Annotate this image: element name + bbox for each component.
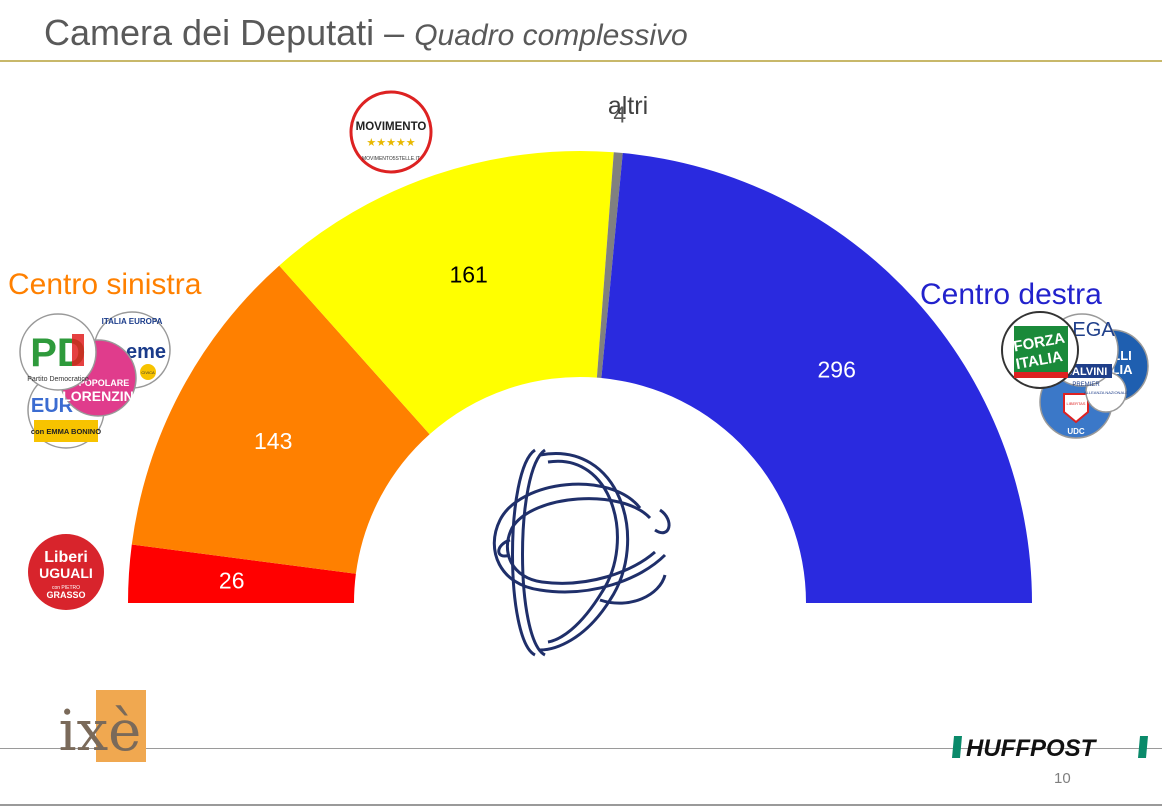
piu-europa-logo-text: EUR bbox=[31, 395, 74, 417]
leu-line4: GRASSO bbox=[46, 590, 85, 600]
leu-line2: UGUALI bbox=[39, 565, 93, 581]
segment-value-3: 4 bbox=[613, 102, 626, 128]
popolare-logo-text: POPOLARE bbox=[79, 378, 130, 388]
huffpost-logo-icon: HUFFPOST bbox=[952, 735, 1148, 760]
piu-europa-logo-sub: con EMMA BONINO bbox=[31, 427, 101, 436]
segment-3 bbox=[596, 152, 623, 379]
udc-logo-text: LIBERTAS bbox=[1067, 401, 1086, 406]
italia-europa-logo-main: eme bbox=[126, 341, 166, 363]
title-subtitle: Quadro complessivo bbox=[414, 19, 688, 52]
footer-divider-bottom bbox=[0, 804, 1162, 806]
segment-2 bbox=[279, 151, 614, 435]
m5s-logo-sub: MOVIMENTO5STELLE.IT bbox=[362, 156, 420, 162]
liberi-uguali-logo-icon: Liberi UGUALI con PIETRO GRASSO bbox=[28, 534, 104, 610]
segment-label-altri: altri bbox=[608, 92, 648, 120]
segment-1 bbox=[131, 265, 430, 574]
forza-italia-logo-icon: FORZA ITALIA bbox=[1001, 311, 1079, 389]
ixe-logo-icon: ixè bbox=[59, 690, 146, 764]
title-divider bbox=[0, 60, 1162, 62]
svg-text:★★★★★: ★★★★★ bbox=[366, 137, 415, 149]
udc-logo-sub: UDC bbox=[1067, 427, 1085, 436]
annotation-centro-sinistra: Centro sinistra bbox=[8, 268, 202, 301]
page-title: Camera dei Deputati – Quadro complessivo bbox=[44, 12, 688, 54]
lega-line2: SALVINI bbox=[1065, 366, 1108, 378]
huffpost-logo-text: HUFFPOST bbox=[966, 735, 1098, 760]
segment-value-0: 26 bbox=[219, 567, 245, 593]
annotation-centro-destra: Centro destra bbox=[920, 278, 1102, 311]
italia-europa-logo-civica: CIVICA bbox=[141, 370, 155, 375]
page-number: 10 bbox=[1054, 770, 1071, 787]
ixe-logo-text: ixè bbox=[59, 699, 142, 764]
leu-line1: Liberi bbox=[44, 549, 88, 566]
popolare-logo-main: LORENZIN bbox=[62, 388, 134, 404]
segment-0 bbox=[128, 544, 356, 603]
leu-line3: con PIETRO bbox=[52, 585, 80, 591]
pd-logo-icon: PD Partito Democratico bbox=[19, 313, 97, 391]
m5s-logo-text: MOVIMENTO bbox=[356, 121, 427, 133]
footer-divider bbox=[0, 748, 1162, 749]
movimento5stelle-logo-icon: MOVIMENTO ★★★★★ MOVIMENTO5STELLE.IT bbox=[349, 90, 433, 174]
italia-europa-logo-text: ITALIA EUROPA bbox=[102, 317, 163, 326]
fdi-line2: LIA bbox=[1112, 362, 1134, 377]
repubblica-emblem-icon bbox=[492, 448, 671, 657]
segment-value-1: 143 bbox=[254, 428, 292, 454]
chart-segments bbox=[128, 151, 1032, 603]
segment-value-4: 296 bbox=[818, 357, 856, 383]
segment-value-2: 161 bbox=[449, 261, 487, 287]
lega-line3: PREMIER bbox=[1072, 382, 1100, 388]
noi-italia-logo-text: ALLEANZA NAZIONALE bbox=[1084, 390, 1128, 395]
chart-value-labels: 26 143 161 4 296 bbox=[219, 102, 856, 594]
title-main: Camera dei Deputati – bbox=[44, 12, 405, 53]
pd-logo-sub: Partito Democratico bbox=[27, 376, 89, 383]
segment-4 bbox=[601, 153, 1032, 603]
